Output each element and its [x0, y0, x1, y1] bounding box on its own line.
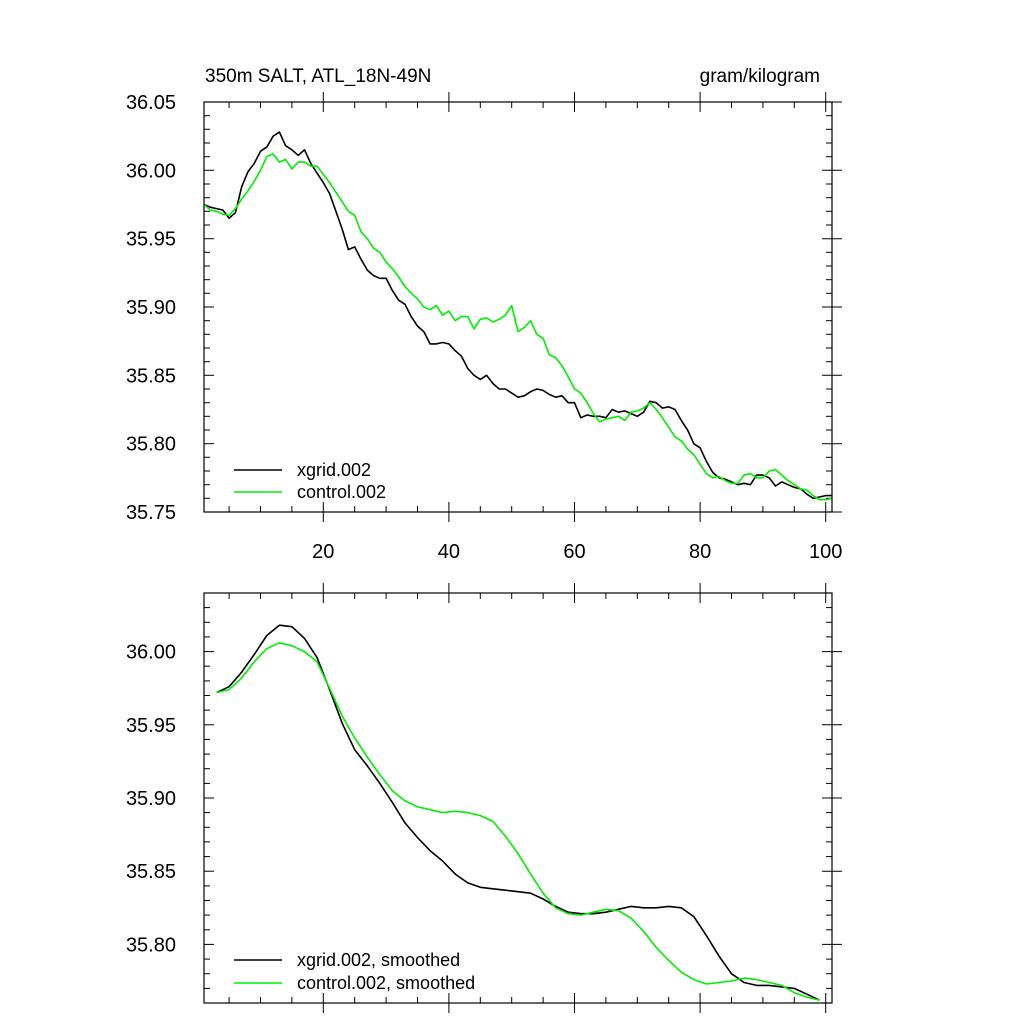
- y-tick-label: 35.95: [126, 229, 176, 251]
- y-tick-label: 35.80: [126, 434, 176, 456]
- bottom-chart-legend: xgrid.002, smoothed control.002, smoothe…: [234, 950, 475, 993]
- bottom-chart-panel: 35.80 35.85 35.90 35.95 36.00 xgrid.002, smo…: [126, 583, 842, 1013]
- y-tick-label: 35.90: [126, 788, 176, 810]
- y-tick-label: 35.75: [126, 502, 176, 524]
- x-tick-label: 80: [689, 541, 711, 563]
- series-line-xgrid-002-smoothed: [216, 624, 820, 1001]
- bottom-chart-ticks: 35.80 35.85 35.90 35.95 36.00: [126, 583, 842, 1013]
- y-tick-label: 35.80: [126, 934, 176, 956]
- x-tick-label: 60: [563, 541, 585, 563]
- legend-label-xgrid-smoothed: xgrid.002, smoothed: [297, 950, 460, 970]
- y-tick-label: 35.95: [126, 715, 176, 737]
- series-line-control-002: [203, 153, 833, 501]
- bottom-chart-series: [216, 624, 820, 1001]
- top-chart-panel: 350m SALT, ATL_18N-49N gram/kilogram 20 4…: [126, 66, 842, 563]
- x-tick-label: 40: [438, 541, 460, 563]
- bottom-chart-frame: [203, 592, 833, 1004]
- y-tick-label: 35.90: [126, 297, 176, 319]
- legend-label-control: control.002: [297, 482, 386, 502]
- y-tick-label: 36.05: [126, 92, 176, 114]
- x-tick-label: 100: [809, 541, 842, 563]
- top-chart-frame: [203, 101, 833, 513]
- top-chart-legend: xgrid.002 control.002: [234, 460, 386, 502]
- y-tick-label: 35.85: [126, 861, 176, 883]
- x-tick-label: 20: [312, 541, 334, 563]
- y-tick-label: 36.00: [126, 642, 176, 664]
- y-tick-label: 36.00: [126, 160, 176, 182]
- top-chart-ticks: 20 40 60 80 100 35.75 35.80 35.85 35.90 35.95 36.0…: [126, 92, 842, 563]
- chart-title: 350m SALT, ATL_18N-49N: [205, 66, 431, 87]
- series-line-xgrid-002: [203, 131, 832, 500]
- chart-units: gram/kilogram: [700, 66, 820, 87]
- legend-label-xgrid: xgrid.002: [297, 460, 371, 480]
- top-chart-series: [203, 131, 833, 501]
- y-tick-label: 35.85: [126, 365, 176, 387]
- legend-label-control-smoothed: control.002, smoothed: [297, 973, 475, 993]
- series-line-control-002-smoothed: [216, 641, 820, 1001]
